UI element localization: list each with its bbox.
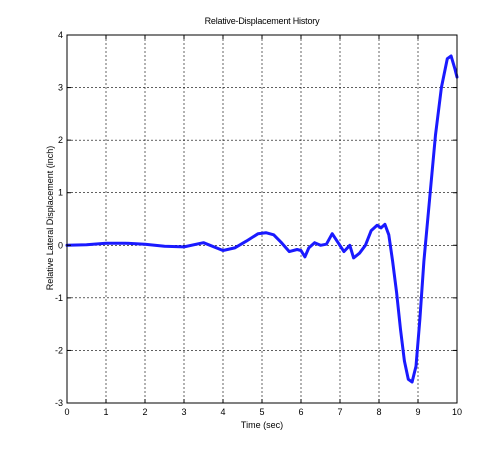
x-tick-label-9: 9 bbox=[415, 407, 420, 417]
x-axis-label: Time (sec) bbox=[240, 420, 284, 430]
x-tick-label-0: 0 bbox=[64, 407, 69, 417]
chart-title: Relative-Displacement History bbox=[204, 16, 320, 26]
y-tick-label-3: 0 bbox=[58, 240, 63, 250]
x-tick-label-2: 2 bbox=[142, 407, 147, 417]
x-tick-label-10: 10 bbox=[452, 407, 462, 417]
y-tick-label-2: -1 bbox=[55, 293, 63, 303]
y-tick-label-4: 1 bbox=[58, 188, 63, 198]
x-tick-label-1: 1 bbox=[103, 407, 108, 417]
x-tick-label-4: 4 bbox=[220, 407, 225, 417]
x-tick-label-8: 8 bbox=[376, 407, 381, 417]
x-tick-label-5: 5 bbox=[259, 407, 264, 417]
y-tick-label-0: -3 bbox=[55, 398, 63, 408]
y-tick-label-1: -2 bbox=[55, 345, 63, 355]
y-tick-label-7: 4 bbox=[58, 30, 63, 40]
y-tick-label-5: 2 bbox=[58, 135, 63, 145]
y-axis-label: Relative Lateral Displacement (inch) bbox=[45, 145, 55, 291]
x-tick-label-7: 7 bbox=[337, 407, 342, 417]
x-tick-label-6: 6 bbox=[298, 407, 303, 417]
x-tick-label-3: 3 bbox=[181, 407, 186, 417]
y-tick-label-6: 3 bbox=[58, 83, 63, 93]
series-line-0 bbox=[65, 54, 459, 384]
